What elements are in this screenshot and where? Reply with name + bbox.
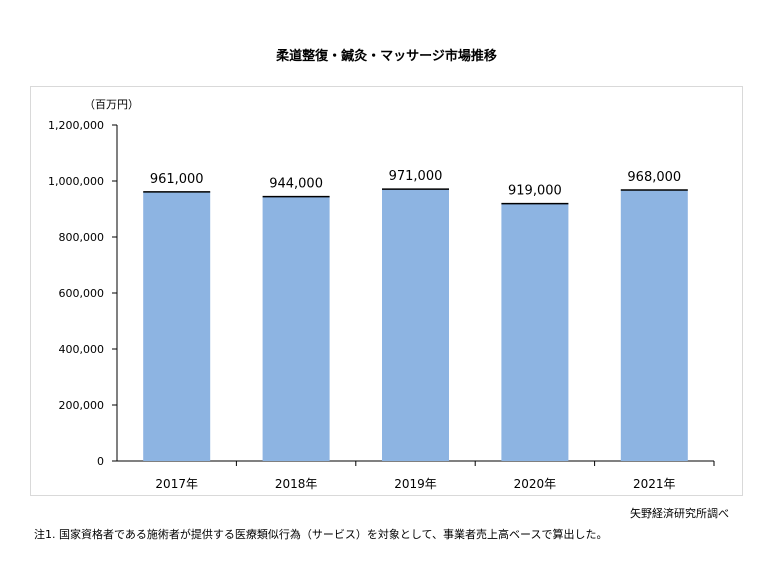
data-label: 971,000 bbox=[389, 169, 443, 184]
data-label: 944,000 bbox=[269, 177, 323, 192]
y-tick-label: 0 bbox=[97, 455, 104, 468]
data-label: 968,000 bbox=[627, 170, 681, 185]
y-tick-label: 1,000,000 bbox=[48, 175, 104, 188]
bar bbox=[143, 191, 211, 462]
data-label: 919,000 bbox=[508, 184, 562, 199]
x-tick-label: 2018年 bbox=[275, 477, 318, 491]
data-label: 961,000 bbox=[150, 172, 204, 187]
footnote: 注1. 国家資格者である施術者が提供する医療類似行為（サービス）を対象として、事… bbox=[34, 528, 608, 541]
bar bbox=[382, 189, 449, 461]
bar bbox=[501, 203, 569, 461]
y-tick-label: 200,000 bbox=[59, 399, 105, 412]
y-tick-label: 1,200,000 bbox=[48, 119, 104, 132]
chart-title: 柔道整復・鍼灸・マッサージ市場推移 bbox=[276, 49, 497, 64]
source-note: 矢野経済研究所調べ bbox=[630, 507, 729, 520]
x-tick-label: 2021年 bbox=[633, 477, 676, 491]
bar bbox=[262, 196, 330, 461]
y-axis-unit-label: （百万円） bbox=[84, 98, 139, 111]
y-tick-label: 800,000 bbox=[59, 231, 105, 244]
y-tick-label: 600,000 bbox=[59, 287, 105, 300]
x-tick-label: 2020年 bbox=[514, 477, 557, 491]
x-tick-label: 2017年 bbox=[155, 477, 198, 491]
bar bbox=[620, 189, 688, 461]
x-tick-label: 2019年 bbox=[394, 477, 437, 491]
y-tick-label: 400,000 bbox=[59, 343, 105, 356]
plot-frame bbox=[30, 86, 743, 496]
